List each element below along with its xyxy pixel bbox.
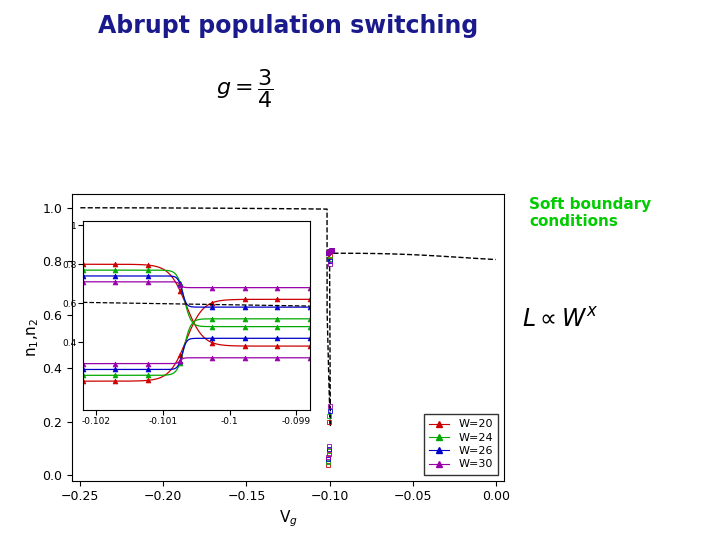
Text: $g = \dfrac{3}{4}$: $g = \dfrac{3}{4}$: [216, 68, 274, 111]
Text: Soft boundary
conditions: Soft boundary conditions: [529, 197, 652, 230]
Text: Abrupt population switching: Abrupt population switching: [98, 14, 478, 37]
Text: $L \propto W^x$: $L \propto W^x$: [522, 308, 598, 332]
Legend: W=20, W=24, W=26, W=30: W=20, W=24, W=26, W=30: [424, 414, 498, 475]
X-axis label: V$_g$: V$_g$: [279, 509, 297, 530]
Y-axis label: n$_1$,n$_2$: n$_1$,n$_2$: [25, 318, 41, 357]
